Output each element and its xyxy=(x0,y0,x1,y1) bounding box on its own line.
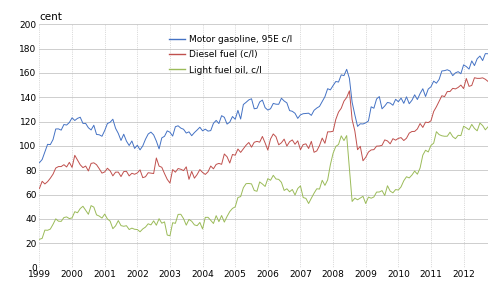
Legend: Motor gasoline, 95E c/l, Diesel fuel (c/l), Light fuel oil, c/l: Motor gasoline, 95E c/l, Diesel fuel (c/… xyxy=(165,31,296,78)
Text: cent: cent xyxy=(39,12,62,22)
